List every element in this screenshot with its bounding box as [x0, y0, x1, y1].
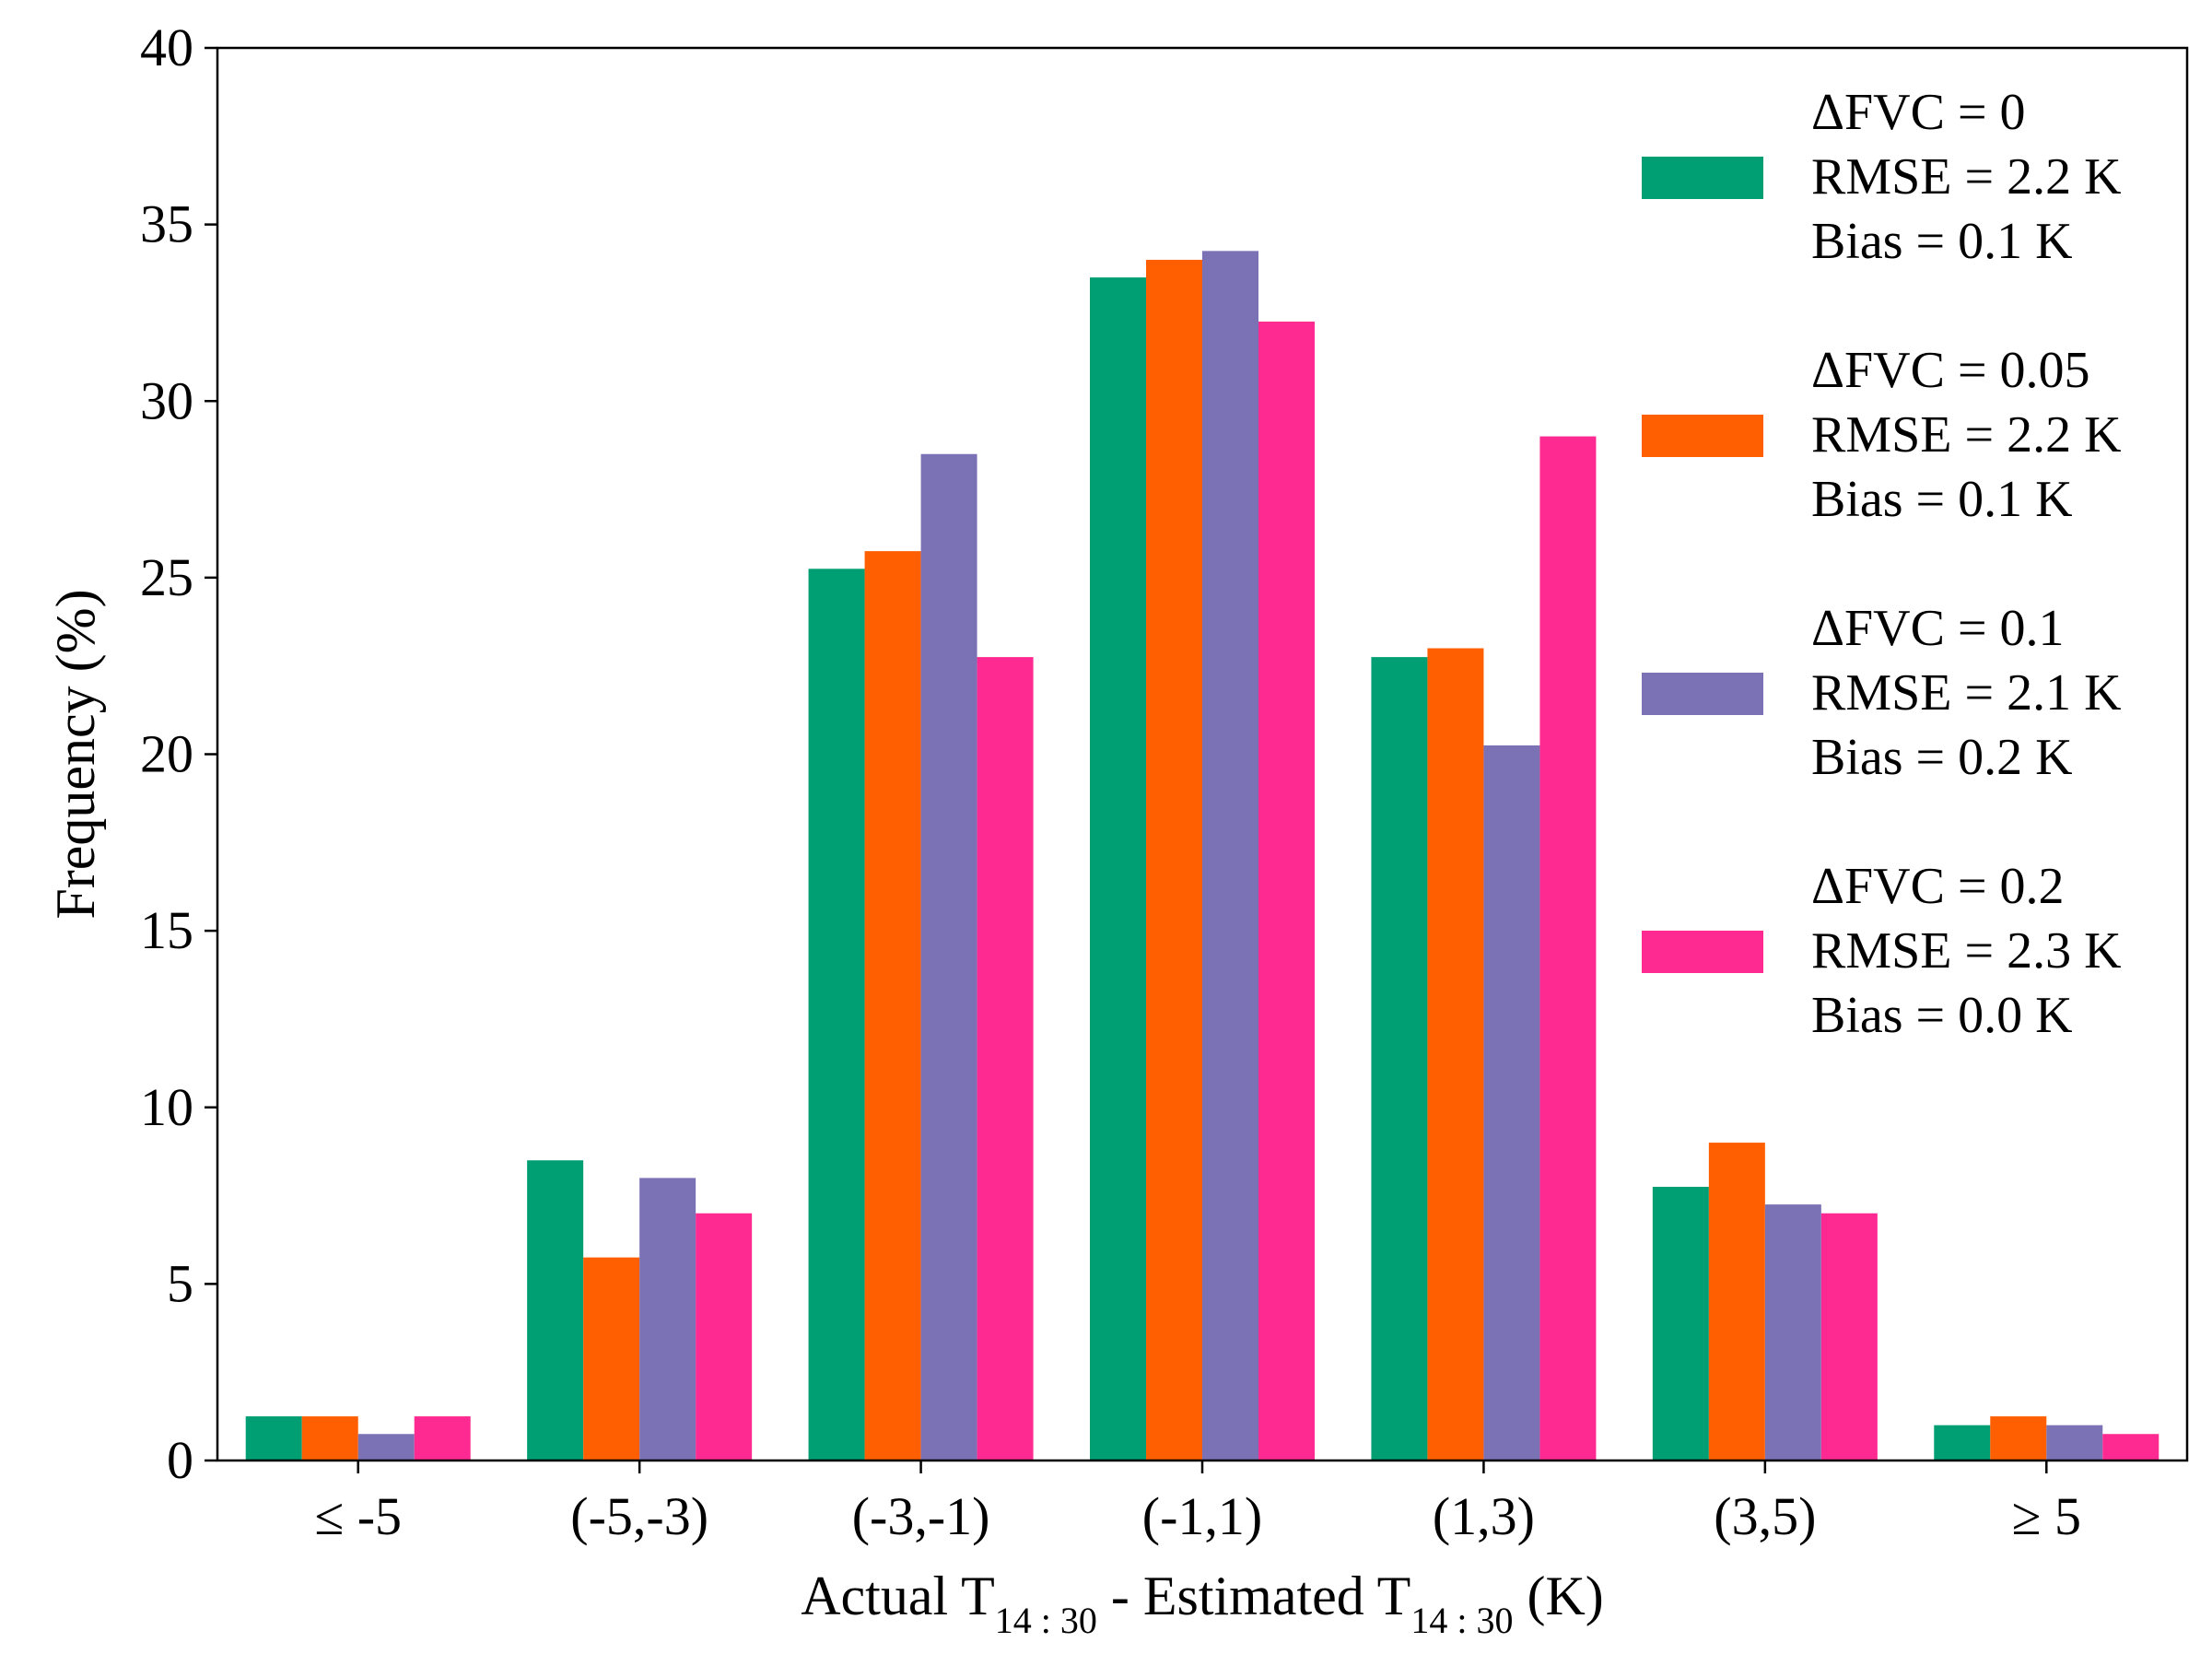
x-axis-label: Actual T14 : 30 - Estimated T14 : 30 (K) — [801, 1566, 1604, 1641]
bar — [920, 453, 977, 1460]
x-tick-label: ≥ 5 — [2012, 1486, 2081, 1546]
legend-entry-rmse: RMSE = 2.2 K — [1811, 148, 2122, 205]
bar — [1934, 1425, 1991, 1460]
bar — [2102, 1434, 2159, 1460]
y-tick-label: 15 — [140, 900, 193, 960]
legend-entry-title: ΔFVC = 0.2 — [1811, 858, 2065, 915]
x-axis-label-part: (K) — [1513, 1566, 1603, 1626]
bar — [2046, 1425, 2103, 1460]
bar — [1371, 657, 1428, 1460]
bar — [1820, 1213, 1878, 1460]
bar — [864, 551, 921, 1460]
legend-entry-bias: Bias = 0.1 K — [1811, 213, 2073, 270]
x-tick-label: (1,3) — [1433, 1486, 1535, 1546]
bar — [1427, 648, 1484, 1460]
x-tick-label: (-5,-3) — [570, 1486, 708, 1546]
bar — [1539, 436, 1597, 1461]
y-tick-label: 25 — [140, 547, 193, 607]
y-tick-label: 40 — [140, 18, 193, 77]
bar — [1146, 259, 1202, 1461]
legend-entry-rmse: RMSE = 2.2 K — [1811, 406, 2122, 463]
bar — [527, 1160, 584, 1460]
bar — [583, 1257, 640, 1460]
legend-swatch — [1642, 157, 1763, 199]
y-tick-label: 30 — [140, 370, 193, 430]
legend-entry-rmse: RMSE = 2.3 K — [1811, 922, 2122, 979]
bar — [414, 1416, 471, 1460]
bar — [1764, 1204, 1821, 1460]
bar — [639, 1178, 696, 1460]
bar — [1483, 745, 1540, 1460]
y-tick-label: 5 — [167, 1253, 193, 1313]
plot-area — [216, 46, 2189, 1462]
y-axis-label: Frequency (%) — [45, 589, 106, 919]
x-tick-label: (-1,1) — [1142, 1486, 1262, 1546]
x-axis-label-part: Actual T — [801, 1566, 995, 1626]
legend-entry-bias: Bias = 0.0 K — [1811, 987, 2073, 1044]
bar — [1202, 251, 1258, 1460]
axis-ticks: 0 5 10 15 20 25 30 35 40 ≤ -5 (-5,-3) (-3,-1) (-1,1)… — [140, 18, 2081, 1546]
bar — [357, 1434, 415, 1460]
y-tick-label: 10 — [140, 1077, 193, 1137]
legend-entry-title: ΔFVC = 0.05 — [1811, 342, 2090, 399]
x-axis-label-subscript: 14 : 30 — [1410, 1600, 1513, 1641]
x-tick-label: (3,5) — [1714, 1486, 1816, 1546]
legend-entry-title: ΔFVC = 0.1 — [1811, 600, 2065, 657]
bar — [977, 657, 1034, 1460]
bar — [1258, 322, 1315, 1460]
legend-entry-bias: Bias = 0.1 K — [1811, 471, 2073, 528]
legend-swatch — [1642, 415, 1763, 457]
legend-entry-rmse: RMSE = 2.1 K — [1811, 664, 2122, 721]
bar — [301, 1416, 358, 1460]
legend-entry-title: ΔFVC = 0 — [1811, 84, 2026, 141]
bar — [1090, 277, 1146, 1460]
x-axis-label-part: - Estimated T — [1097, 1566, 1411, 1626]
x-tick-label: ≤ -5 — [314, 1486, 402, 1546]
legend-swatch — [1642, 673, 1763, 715]
x-tick-label: (-3,-1) — [852, 1486, 990, 1546]
bar — [808, 569, 865, 1460]
y-tick-label: 0 — [167, 1430, 193, 1490]
legend: ΔFVC = 0 RMSE = 2.2 K Bias = 0.1 K ΔFVC = 0… — [1642, 84, 2122, 1044]
y-tick-label: 20 — [140, 724, 193, 784]
bar — [696, 1213, 753, 1460]
bar — [1652, 1186, 1709, 1460]
legend-swatch — [1642, 931, 1763, 973]
legend-entry-bias: Bias = 0.2 K — [1811, 729, 2073, 786]
y-tick-label: 35 — [140, 194, 193, 254]
bar — [1708, 1143, 1765, 1460]
x-axis-label-subscript: 14 : 30 — [995, 1600, 1097, 1641]
bar — [1990, 1416, 2047, 1460]
bar — [245, 1416, 302, 1460]
